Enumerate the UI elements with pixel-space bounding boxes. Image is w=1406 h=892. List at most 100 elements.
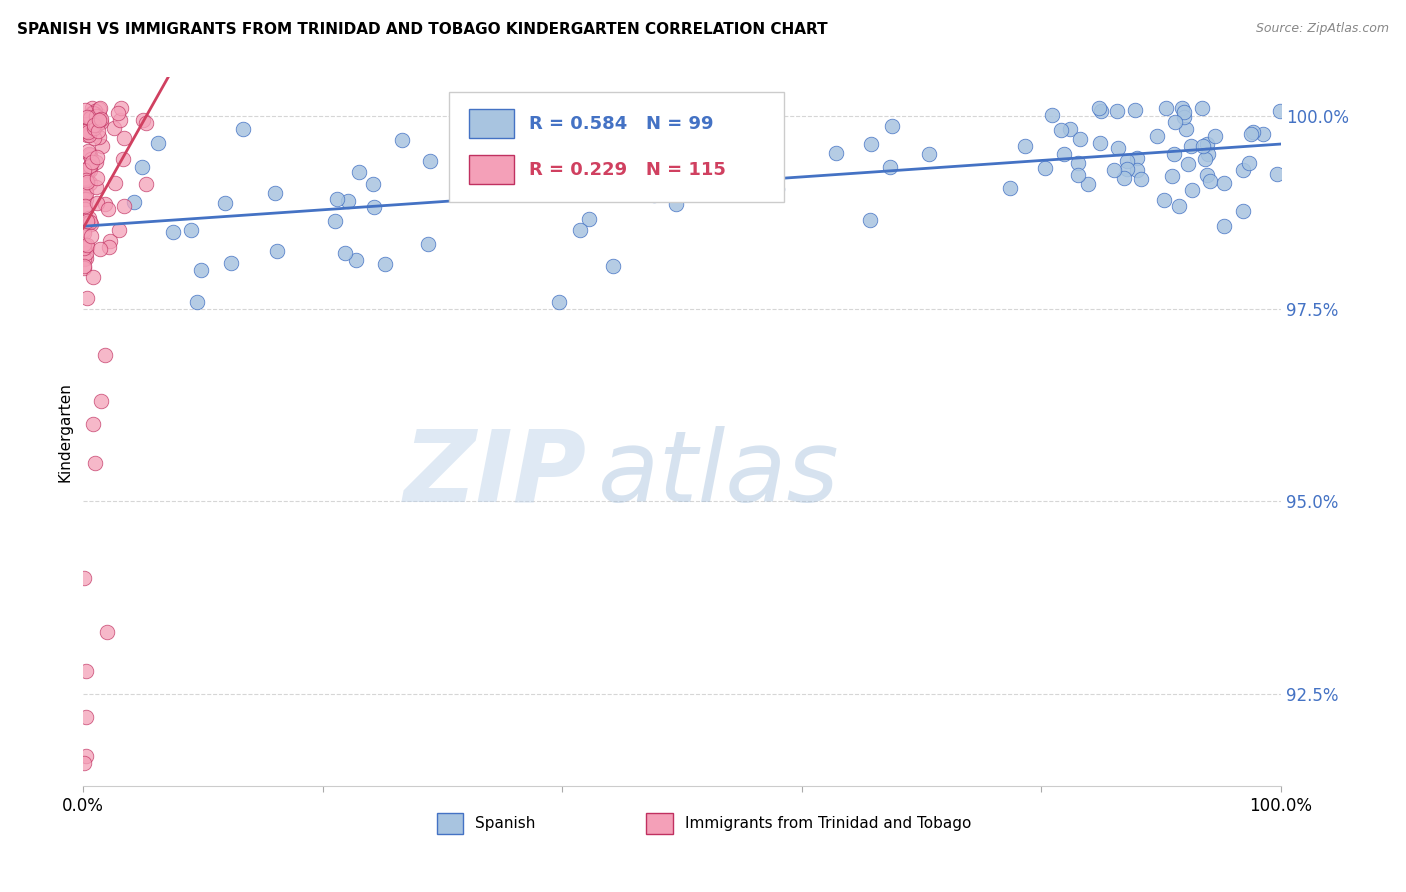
Point — [76, 175, 98, 189]
Point — [84, 103, 107, 118]
Point — [1126, 163, 1149, 178]
Text: SPANISH VS IMMIGRANTS FROM TRINIDAD AND TOBAGO KINDERGARTEN CORRELATION CHART: SPANISH VS IMMIGRANTS FROM TRINIDAD AND … — [17, 22, 828, 37]
Point — [87, 103, 110, 117]
Point — [79, 148, 101, 162]
Point — [1191, 101, 1213, 115]
Point — [76, 291, 98, 305]
Point — [75, 124, 97, 138]
Point — [98, 240, 121, 254]
Point — [73, 226, 96, 240]
Point — [1059, 121, 1081, 136]
Point — [80, 228, 103, 243]
Point — [84, 456, 107, 470]
Point — [73, 103, 96, 117]
Point — [75, 748, 97, 763]
Point — [107, 222, 129, 236]
Point — [87, 130, 110, 145]
Point — [323, 213, 346, 227]
Point — [1199, 174, 1222, 188]
Point — [1014, 138, 1036, 153]
Point — [132, 112, 155, 127]
Point — [1181, 183, 1204, 197]
Point — [75, 182, 97, 196]
Point — [77, 160, 100, 174]
Bar — [647, 813, 672, 834]
Text: R = 0.229   N = 115: R = 0.229 N = 115 — [529, 161, 725, 178]
Point — [374, 257, 396, 271]
Point — [79, 112, 101, 126]
Point — [664, 120, 686, 135]
Point — [918, 147, 941, 161]
Point — [91, 138, 114, 153]
Point — [336, 194, 359, 209]
Point — [82, 269, 104, 284]
Point — [86, 150, 108, 164]
Point — [75, 212, 97, 227]
Point — [79, 115, 101, 129]
Point — [87, 124, 110, 138]
Point — [82, 417, 104, 432]
Point — [90, 115, 112, 129]
Point — [1237, 155, 1260, 169]
Point — [1240, 127, 1263, 141]
Point — [1171, 101, 1194, 115]
Point — [75, 173, 97, 187]
Point — [1243, 125, 1265, 139]
Point — [87, 112, 110, 127]
Point — [73, 237, 96, 252]
Text: Source: ZipAtlas.com: Source: ZipAtlas.com — [1256, 22, 1389, 36]
Point — [73, 237, 96, 252]
Point — [77, 211, 100, 225]
Bar — [470, 109, 515, 138]
Point — [135, 177, 157, 191]
Point — [73, 192, 96, 206]
Point — [186, 295, 208, 310]
Point — [665, 196, 688, 211]
Point — [1174, 122, 1197, 136]
Text: Immigrants from Trinidad and Tobago: Immigrants from Trinidad and Tobago — [685, 816, 972, 830]
Point — [89, 107, 111, 121]
Point — [77, 174, 100, 188]
Text: atlas: atlas — [599, 426, 839, 523]
Point — [79, 111, 101, 125]
Point — [1112, 171, 1135, 186]
Point — [79, 159, 101, 173]
Point — [1194, 152, 1216, 166]
Point — [90, 112, 112, 126]
Point — [1066, 156, 1088, 170]
Point — [416, 236, 439, 251]
Point — [1173, 110, 1195, 124]
Point — [76, 125, 98, 139]
Point — [643, 188, 665, 202]
Point — [77, 121, 100, 136]
Point — [1267, 167, 1289, 181]
Point — [1161, 169, 1184, 183]
Point — [97, 202, 120, 216]
Point — [1153, 193, 1175, 207]
Point — [108, 113, 131, 128]
Point — [84, 118, 107, 132]
Point — [75, 664, 97, 678]
Point — [1232, 204, 1254, 219]
Point — [1088, 101, 1111, 115]
Point — [75, 126, 97, 140]
Point — [450, 177, 472, 191]
Point — [1033, 161, 1056, 176]
Point — [87, 114, 110, 128]
Point — [80, 112, 103, 126]
Text: Spanish: Spanish — [475, 816, 536, 830]
Point — [264, 186, 287, 200]
Point — [76, 216, 98, 230]
Point — [363, 200, 385, 214]
Point — [998, 180, 1021, 194]
Point — [1126, 151, 1149, 165]
Point — [76, 110, 98, 124]
Point — [146, 136, 169, 151]
Text: R = 0.584   N = 99: R = 0.584 N = 99 — [529, 114, 713, 133]
Point — [1180, 139, 1202, 153]
Point — [180, 223, 202, 237]
Point — [1050, 123, 1073, 137]
Point — [1192, 139, 1215, 153]
Point — [548, 295, 571, 310]
Point — [1146, 128, 1168, 143]
